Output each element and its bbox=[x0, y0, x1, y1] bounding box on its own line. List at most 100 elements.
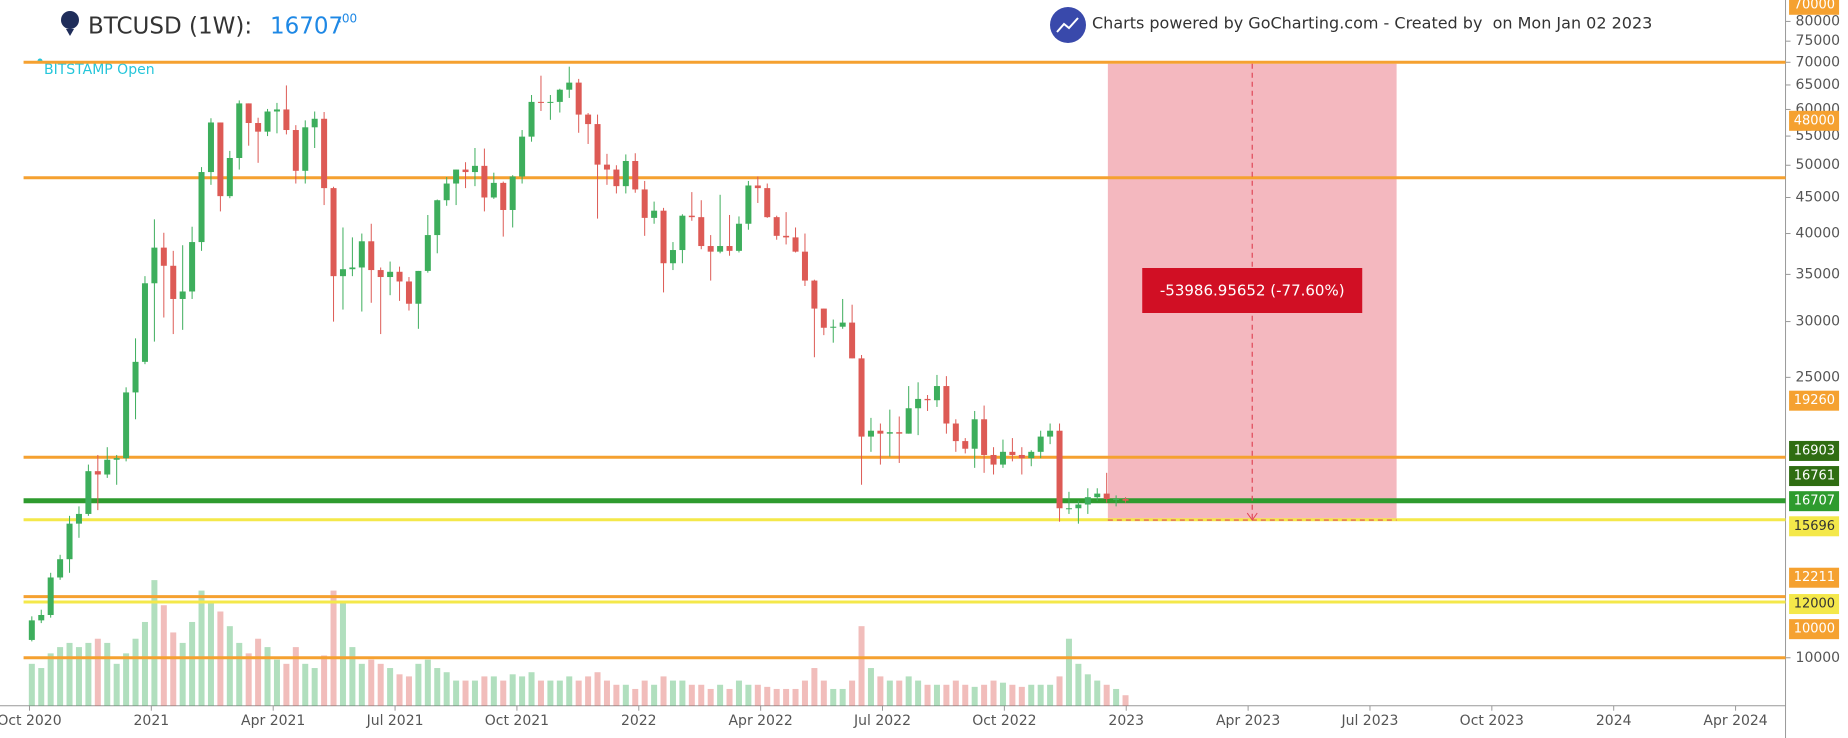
y-tick-label: 55000 bbox=[1796, 128, 1841, 144]
volume-bar bbox=[104, 642, 111, 706]
volume-bar bbox=[500, 680, 507, 706]
volume-bar bbox=[585, 676, 592, 706]
volume-bar bbox=[1037, 684, 1044, 706]
candle-body bbox=[292, 130, 299, 171]
volume-bar bbox=[368, 659, 375, 706]
volume-bar bbox=[85, 642, 92, 706]
volume-bar bbox=[669, 680, 676, 706]
candle-body bbox=[217, 122, 224, 197]
volume-bar bbox=[160, 605, 167, 706]
candle-body bbox=[849, 322, 856, 359]
volume-bar bbox=[839, 688, 846, 706]
volume-bar bbox=[170, 632, 177, 706]
volume-bar bbox=[990, 680, 997, 706]
candle-body bbox=[1084, 497, 1091, 505]
level-label: 15696 bbox=[1794, 519, 1835, 534]
candle-body bbox=[811, 280, 818, 309]
volume-bar bbox=[707, 688, 714, 706]
volume-bar bbox=[481, 676, 488, 706]
candle-body bbox=[990, 454, 997, 465]
candle-body bbox=[453, 169, 460, 184]
candle-body bbox=[160, 247, 167, 266]
candle-body bbox=[349, 267, 356, 270]
candle-body bbox=[283, 109, 290, 131]
volume-bar bbox=[613, 684, 620, 706]
candle-body bbox=[679, 215, 686, 251]
x-tick-label: 2023 bbox=[1108, 713, 1144, 729]
candle-body bbox=[339, 269, 346, 277]
candle-body bbox=[726, 246, 733, 251]
volume-bar bbox=[726, 688, 733, 706]
level-label-box bbox=[1789, 440, 1840, 461]
volume-bar bbox=[924, 684, 931, 706]
volume-bar bbox=[1113, 688, 1120, 706]
volume-bar bbox=[547, 680, 554, 706]
candle-body bbox=[745, 185, 752, 224]
volume-bar bbox=[735, 680, 742, 706]
level-label-box bbox=[1789, 594, 1840, 615]
candle-body bbox=[830, 326, 837, 328]
candle-body bbox=[236, 103, 243, 158]
candle-body bbox=[151, 247, 158, 284]
volume-bar bbox=[830, 688, 837, 706]
volume-bar bbox=[443, 672, 450, 706]
volume-bar bbox=[679, 680, 686, 706]
volume-bar bbox=[933, 684, 940, 706]
x-tick-label: Jul 2022 bbox=[853, 713, 911, 729]
candle-body bbox=[943, 386, 950, 424]
measure-label-box bbox=[1142, 268, 1363, 313]
candle-body bbox=[330, 188, 337, 277]
candle-body bbox=[123, 392, 130, 459]
volume-bar bbox=[792, 688, 799, 706]
volume-bar bbox=[1122, 695, 1129, 706]
candle-body bbox=[924, 398, 931, 401]
volume-bar bbox=[424, 659, 431, 706]
candle-body bbox=[207, 122, 214, 173]
volume-bar bbox=[471, 680, 478, 706]
volume-bar bbox=[641, 680, 648, 706]
volume-bar bbox=[754, 684, 761, 706]
candle-body bbox=[1009, 451, 1016, 455]
volume-bar bbox=[660, 676, 667, 706]
candle-body bbox=[1018, 454, 1025, 459]
x-tick-label: Apr 2023 bbox=[1216, 713, 1280, 729]
candle-body bbox=[1056, 430, 1063, 509]
price: 16707 bbox=[270, 14, 343, 40]
candle-body bbox=[47, 577, 54, 615]
candle-body bbox=[688, 215, 695, 218]
x-tick-label: Oct 2022 bbox=[972, 713, 1036, 729]
volume-bar bbox=[377, 663, 384, 706]
x-tick-label: 2022 bbox=[621, 713, 657, 729]
volume-bar bbox=[453, 680, 460, 706]
candle-body bbox=[302, 127, 309, 171]
candle-body bbox=[858, 358, 865, 437]
volume-bar bbox=[387, 668, 394, 706]
volume-bar bbox=[132, 638, 139, 706]
candle-body bbox=[651, 210, 658, 218]
candle-body bbox=[575, 82, 582, 115]
candle-body bbox=[952, 423, 959, 442]
volume-bar bbox=[1084, 674, 1091, 706]
volume-bar bbox=[264, 647, 271, 706]
volume-bar bbox=[820, 680, 827, 706]
candle-body bbox=[179, 291, 186, 299]
volume-bar bbox=[566, 676, 573, 706]
candle-body bbox=[358, 241, 365, 268]
volume-bar bbox=[358, 663, 365, 706]
candle-body bbox=[1065, 508, 1072, 510]
candle-body bbox=[264, 111, 271, 132]
candle-body bbox=[226, 157, 233, 197]
x-tick-label: Oct 2021 bbox=[485, 713, 549, 729]
volume-bar bbox=[867, 668, 874, 706]
level-label: 12000 bbox=[1794, 597, 1835, 612]
level-label-box bbox=[1789, 567, 1840, 588]
volume-bar bbox=[207, 601, 214, 706]
candle-body bbox=[405, 281, 412, 304]
candle-body bbox=[981, 419, 988, 455]
symbol-icon-tail bbox=[66, 29, 74, 36]
candle-body bbox=[877, 430, 884, 434]
candle-body bbox=[783, 235, 790, 238]
candle-body bbox=[585, 114, 592, 125]
candle-body bbox=[28, 620, 35, 640]
candle-body bbox=[820, 308, 827, 328]
